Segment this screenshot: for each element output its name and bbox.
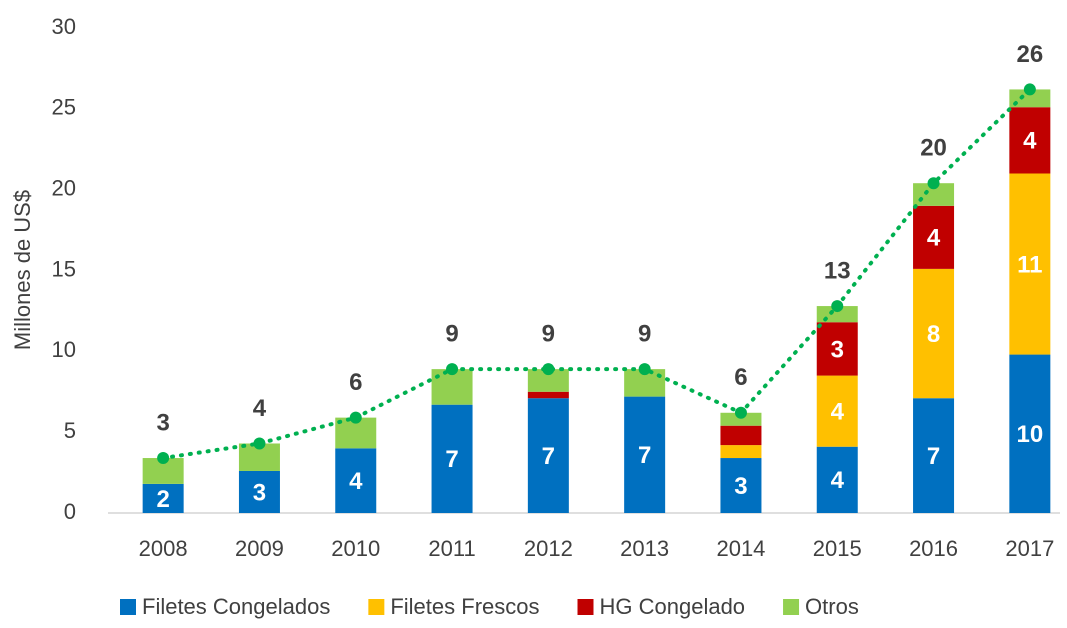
bar-segment [816,322,858,376]
total-label: 3 [156,409,169,436]
legend-swatch [120,599,136,615]
segment-label: 10 [1016,421,1043,448]
bar-segment [913,183,955,206]
x-tick-label: 2017 [1005,536,1054,561]
x-tick-label: 2012 [524,536,573,561]
segment-label: 4 [1023,128,1037,155]
legend-swatch [783,599,800,615]
y-tick-label: 20 [52,175,76,200]
segment-label: 4 [349,468,363,495]
bar-segment [335,448,377,513]
total-label: 6 [349,369,362,396]
total-label: 9 [542,320,555,347]
bar-segment [431,404,473,513]
y-tick-label: 25 [52,95,76,120]
legend-label: Otros [805,594,859,619]
total-marker [157,452,170,465]
total-marker [253,437,266,450]
segment-label: 8 [927,321,940,348]
total-marker [638,363,651,376]
total-marker [734,406,747,419]
bar-segment [720,425,762,446]
bar-segment [720,458,762,513]
bar-segment [1009,89,1051,108]
bar-segment [913,268,955,399]
bar-segment [527,369,569,392]
segment-label: 3 [253,479,266,506]
bar-segment [720,412,762,426]
total-label: 20 [920,135,947,162]
x-tick-label: 2009 [235,536,284,561]
total-marker [542,363,555,376]
segment-label: 4 [927,225,941,252]
bar-segment [624,396,666,513]
x-tick-label: 2010 [331,536,380,561]
x-tick-label: 2008 [139,536,188,561]
total-label: 6 [734,364,747,391]
y-tick-label: 0 [64,499,76,524]
bar-segment [1009,107,1051,174]
total-marker [349,411,362,424]
segment-label: 3 [831,336,844,363]
bar-segment [1009,173,1051,355]
segment-label: 7 [445,446,458,473]
segment-label: 11 [1017,251,1042,278]
bar-segment [720,445,762,459]
bar-segment [913,205,955,269]
total-marker [927,177,940,190]
segment-label: 4 [831,467,845,494]
y-tick-label: 5 [64,418,76,443]
bar-segment [238,470,280,513]
x-tick-label: 2011 [428,536,475,561]
legend-swatch [577,599,594,615]
total-marker [1023,83,1036,96]
y-axis-label: Millones de US$ [10,190,35,350]
total-marker [446,363,459,376]
legend-swatch [368,599,385,615]
total-label: 4 [253,395,267,422]
total-label: 26 [1016,41,1043,68]
legend-label: Filetes Congelados [142,594,330,619]
legend-label: Filetes Frescos [390,594,539,619]
bar-segment [816,446,858,513]
bar-segment [1009,354,1051,513]
total-label: 13 [824,257,851,284]
x-tick-label: 2015 [813,536,862,561]
segment-label: 7 [542,443,555,470]
total-marker [831,300,844,313]
segment-label: 2 [156,486,169,513]
bar-segment [527,391,569,399]
segment-label: 3 [734,473,747,500]
x-tick-label: 2013 [620,536,669,561]
segment-label: 7 [927,443,940,470]
bar-segment [527,398,569,513]
segment-label: 4 [831,398,845,425]
total-label: 9 [445,320,458,347]
legend-label: HG Congelado [600,594,746,619]
y-tick-label: 10 [52,337,76,362]
bar-segment [142,483,184,513]
total-label: 9 [638,320,651,347]
x-tick-label: 2014 [716,536,765,561]
x-tick-label: 2016 [909,536,958,561]
y-tick-label: 30 [52,14,76,39]
bar-segment [913,398,955,513]
segment-label: 7 [638,442,651,469]
y-tick-label: 15 [52,256,76,281]
bar-segment [816,375,858,447]
total-line [161,87,1032,461]
